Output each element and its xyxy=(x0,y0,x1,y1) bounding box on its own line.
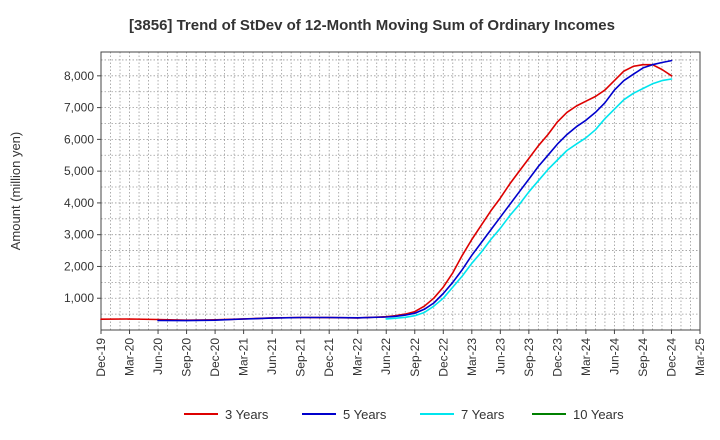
x-tick-label: Mar-24 xyxy=(579,338,593,376)
x-tick-label: Dec-24 xyxy=(664,338,678,377)
series-lines xyxy=(100,59,673,322)
y-tick-label: 6,000 xyxy=(64,132,94,146)
y-axis-label: Amount (million yen) xyxy=(8,132,23,251)
x-tick-label: Sep-23 xyxy=(522,338,536,377)
x-tick-label: Mar-20 xyxy=(123,338,137,376)
x-tick-label: Dec-19 xyxy=(94,338,108,377)
series-line-5-years xyxy=(157,59,673,322)
y-tick-label: 4,000 xyxy=(64,196,94,210)
chart-title: [3856] Trend of StDev of 12-Month Moving… xyxy=(129,17,615,34)
legend-label-3-years: 3 Years xyxy=(225,407,269,422)
y-axis-ticks: 1,000 2,000 3,000 4,000 5,000 6,000 7,000 8,000 xyxy=(64,69,101,305)
legend: 3 Years 5 Years 7 Years 10 Years xyxy=(184,407,624,422)
plot-frame xyxy=(100,51,701,331)
legend-label-10-years: 10 Years xyxy=(573,407,624,422)
x-tick-label: Dec-20 xyxy=(208,338,222,377)
x-tick-label: Dec-23 xyxy=(550,338,564,377)
x-tick-label: Mar-21 xyxy=(237,338,251,376)
x-axis-ticks: Dec-19 Mar-20 Jun-20 Sep-20 Dec-20 Mar-21 Jun-… xyxy=(94,330,707,377)
y-tick-label: 5,000 xyxy=(64,164,94,178)
x-tick-label: Dec-21 xyxy=(322,338,336,377)
x-tick-label: Sep-22 xyxy=(408,338,422,377)
x-tick-label: Jun-21 xyxy=(265,338,279,375)
x-tick-label: Jun-24 xyxy=(607,338,621,375)
x-tick-label: Mar-25 xyxy=(693,338,707,376)
y-tick-label: 1,000 xyxy=(64,291,94,305)
y-tick-label: 2,000 xyxy=(64,259,94,273)
x-tick-label: Mar-23 xyxy=(465,338,479,376)
x-tick-label: Jun-22 xyxy=(379,338,393,375)
x-tick-label: Sep-21 xyxy=(294,338,308,377)
y-tick-label: 8,000 xyxy=(64,69,94,83)
grid xyxy=(100,52,701,330)
x-tick-label: Jun-20 xyxy=(151,338,165,375)
x-tick-label: Jun-23 xyxy=(493,338,507,375)
series-line-7-years xyxy=(385,78,673,320)
legend-label-5-years: 5 Years xyxy=(343,407,387,422)
y-tick-label: 7,000 xyxy=(64,101,94,115)
x-tick-label: Sep-24 xyxy=(636,338,650,377)
y-tick-label: 3,000 xyxy=(64,228,94,242)
x-tick-label: Mar-22 xyxy=(351,338,365,376)
x-tick-label: Dec-22 xyxy=(436,338,450,377)
legend-label-7-years: 7 Years xyxy=(461,407,505,422)
x-tick-label: Sep-20 xyxy=(180,338,194,377)
